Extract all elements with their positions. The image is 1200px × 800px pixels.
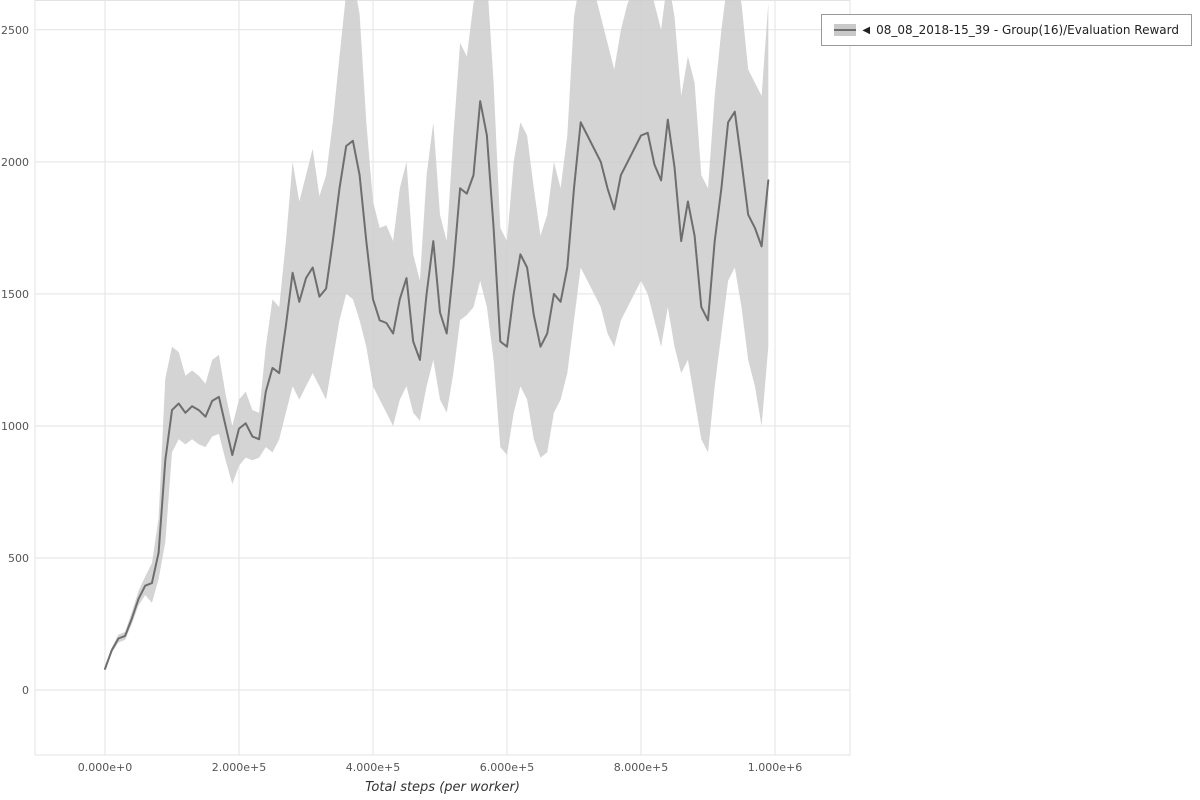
series-swatch-icon: [834, 24, 857, 36]
x-tick-label: 8.000e+5: [614, 761, 668, 774]
x-tick-label: 0.000e+0: [78, 761, 132, 774]
y-tick-label: 2500: [1, 24, 29, 37]
x-tick-label: 1.000e+6: [748, 761, 802, 774]
legend-series-label: 08_08_2018-15_39 - Group(16)/Evaluation …: [876, 23, 1179, 37]
y-tick-label: 1500: [1, 288, 29, 301]
legend[interactable]: ◀ 08_08_2018-15_39 - Group(16)/Evaluatio…: [821, 14, 1192, 46]
y-tick-label: 1000: [1, 420, 29, 433]
collapse-legend-icon[interactable]: ◀: [862, 24, 871, 36]
mean-line: [104, 100, 770, 670]
y-tick-label: 2000: [1, 156, 29, 169]
y-tick-label: 500: [8, 552, 29, 565]
x-tick-label: 4.000e+5: [346, 761, 400, 774]
x-tick-label: 2.000e+5: [212, 761, 266, 774]
plot-border: [34, 0, 851, 756]
confidence-band: [105, 0, 769, 671]
y-tick-label: 0: [22, 684, 29, 697]
x-tick-label: 6.000e+5: [480, 761, 534, 774]
x-axis-title: Total steps (per worker): [365, 780, 520, 795]
